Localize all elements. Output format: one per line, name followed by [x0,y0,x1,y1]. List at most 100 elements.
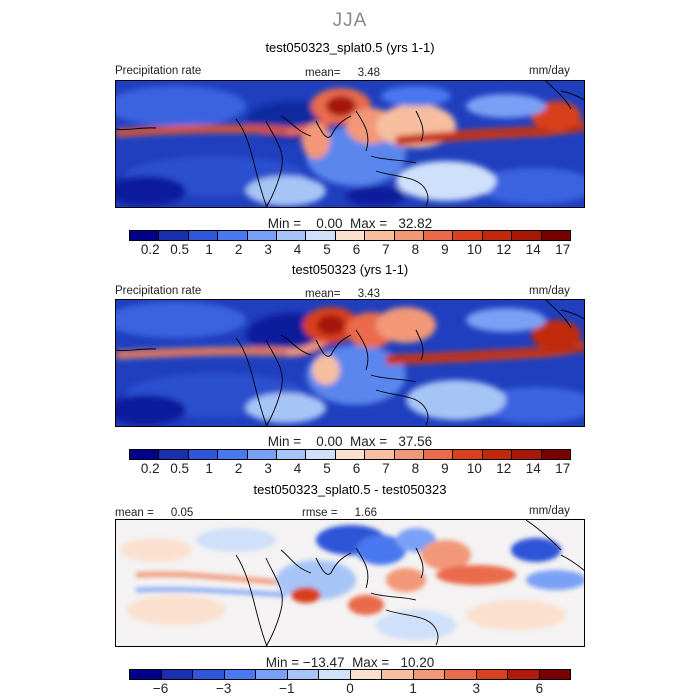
panel-3-rmse-text: rmse = [302,507,338,519]
colorbar-swatch [482,231,513,240]
colorbar-tick-label: 0.2 [140,461,160,476]
colorbar-swatch [335,450,366,459]
colorbar-swatch [541,450,571,459]
colorbar-tick-label: 0 [346,681,354,696]
panel-2-minmax: Min = 0.00 Max = 37.56 [0,434,700,449]
colorbar-tick-label: 5 [323,461,331,476]
panel-3-colorbar-ticks: −6 −3 −1 0 1 3 6 [129,681,571,699]
colorbar-swatch [319,670,351,679]
panel-2-precip-map [115,299,585,427]
colorbar-tick-label: −1 [279,681,295,696]
colorbar-tick-label: 10 [466,242,482,257]
colorbar-swatch [413,670,445,679]
colorbar-tick-label: 12 [496,461,512,476]
colorbar-swatch [508,670,540,679]
colorbar-swatch [130,670,162,679]
colorbar-swatch [394,450,425,459]
panel-1-max-label: Max = [350,216,388,231]
colorbar-swatch [188,231,219,240]
colorbar-swatch [512,231,542,240]
colorbar-tick-label: 7 [382,242,390,257]
colorbar-tick-label: 9 [441,461,449,476]
colorbar-swatch [159,450,189,459]
panel-1-min-value: 0.00 [316,216,343,231]
colorbar-tick-label: 9 [441,242,449,257]
panel-2-min-label: Min = [267,434,302,449]
colorbar-swatch [453,450,483,459]
panel-2-mean-value: 3.43 [357,288,381,300]
colorbar-swatch [277,231,307,240]
colorbar-swatch [539,670,570,679]
colorbar-swatch [482,450,513,459]
colorbar-tick-label: 14 [525,461,541,476]
panel-3-colorbar [129,669,571,680]
colorbar-swatch [277,450,307,459]
colorbar-tick-label: 12 [496,242,512,257]
colorbar-swatch [453,231,483,240]
colorbar-swatch [306,450,336,459]
colorbar-tick-label: 3 [472,681,481,696]
colorbar-tick-label: 1 [205,242,213,257]
panel-2-title: test050323 (yrs 1-1) [291,262,409,277]
colorbar-tick-label: 5 [323,242,331,257]
panel-1-min-label: Min = [267,216,302,231]
colorbar-swatch [365,231,395,240]
panel-3-units: mm/day [529,505,570,517]
colorbar-swatch [306,231,336,240]
colorbar-swatch [424,450,454,459]
panel-3-mean-text: mean = [115,507,154,519]
colorbar-swatch [365,450,395,459]
panel-2-mean-label: mean= 3.43 [305,288,380,300]
panel-1-mean-text: mean= [305,67,341,79]
panel-1-colorbar-ticks: 0.2 0.5 1 2 3 4 5 6 7 8 9 10 12 14 17 [129,242,571,260]
colorbar-tick-label: 7 [382,461,390,476]
panel-2-units: mm/day [529,285,570,297]
colorbar-tick-label: 3 [264,242,272,257]
panel-2-mean-text: mean= [305,288,341,300]
colorbar-swatch [159,231,189,240]
panel-3-rmse-label: rmse = 1.66 [302,507,377,519]
colorbar-tick-label: 8 [411,242,420,257]
panel-1-max-value: 32.82 [398,216,433,231]
colorbar-swatch [130,231,160,240]
panel-1-precip-map [115,80,585,208]
panel-3-mean-value: 0.05 [170,507,194,519]
panel-3-min-label: Min = [265,655,300,670]
colorbar-swatch [476,670,508,679]
panel-1-colorbar [129,230,571,241]
colorbar-swatch [247,450,278,459]
panel-2-colorbar-ticks: 0.2 0.5 1 2 3 4 5 6 7 8 9 10 12 14 17 [129,461,571,479]
colorbar-swatch [161,670,193,679]
panel-1-units: mm/day [529,65,570,77]
colorbar-tick-label: −3 [216,681,232,696]
colorbar-tick-label: 6 [352,461,361,476]
panel-3-min-value: −13.47 [302,655,345,670]
colorbar-tick-label: 0.5 [170,242,190,257]
colorbar-tick-label: 1 [205,461,213,476]
panel-3-max-label: Max = [352,655,390,670]
panel-3-max-value: 10.20 [400,655,435,670]
colorbar-swatch [382,670,414,679]
panel-2-max-label: Max = [350,434,388,449]
colorbar-tick-label: −6 [152,681,169,696]
colorbar-swatch [247,231,278,240]
colorbar-swatch [256,670,288,679]
figure-season-title: JJA [332,10,368,31]
colorbar-swatch [424,231,454,240]
colorbar-tick-label: 0.5 [170,461,190,476]
colorbar-swatch [394,231,425,240]
panel-1-mean-label: mean= 3.48 [305,67,380,79]
colorbar-tick-label: 10 [466,461,482,476]
colorbar-tick-label: 0.2 [140,242,160,257]
colorbar-tick-label: 8 [411,461,420,476]
panel-3-title: test050323_splat0.5 - test050323 [253,482,447,497]
colorbar-swatch [512,450,542,459]
colorbar-swatch [287,670,319,679]
panel-1-title: test050323_splat0.5 (yrs 1-1) [265,40,435,55]
colorbar-swatch [130,450,160,459]
panel-2-min-value: 0.00 [316,434,343,449]
panel-1-variable-label: Precipitation rate [115,65,202,77]
panel-3-difference-map [115,519,585,647]
colorbar-tick-label: 17 [555,242,571,257]
colorbar-tick-label: 6 [535,681,544,696]
